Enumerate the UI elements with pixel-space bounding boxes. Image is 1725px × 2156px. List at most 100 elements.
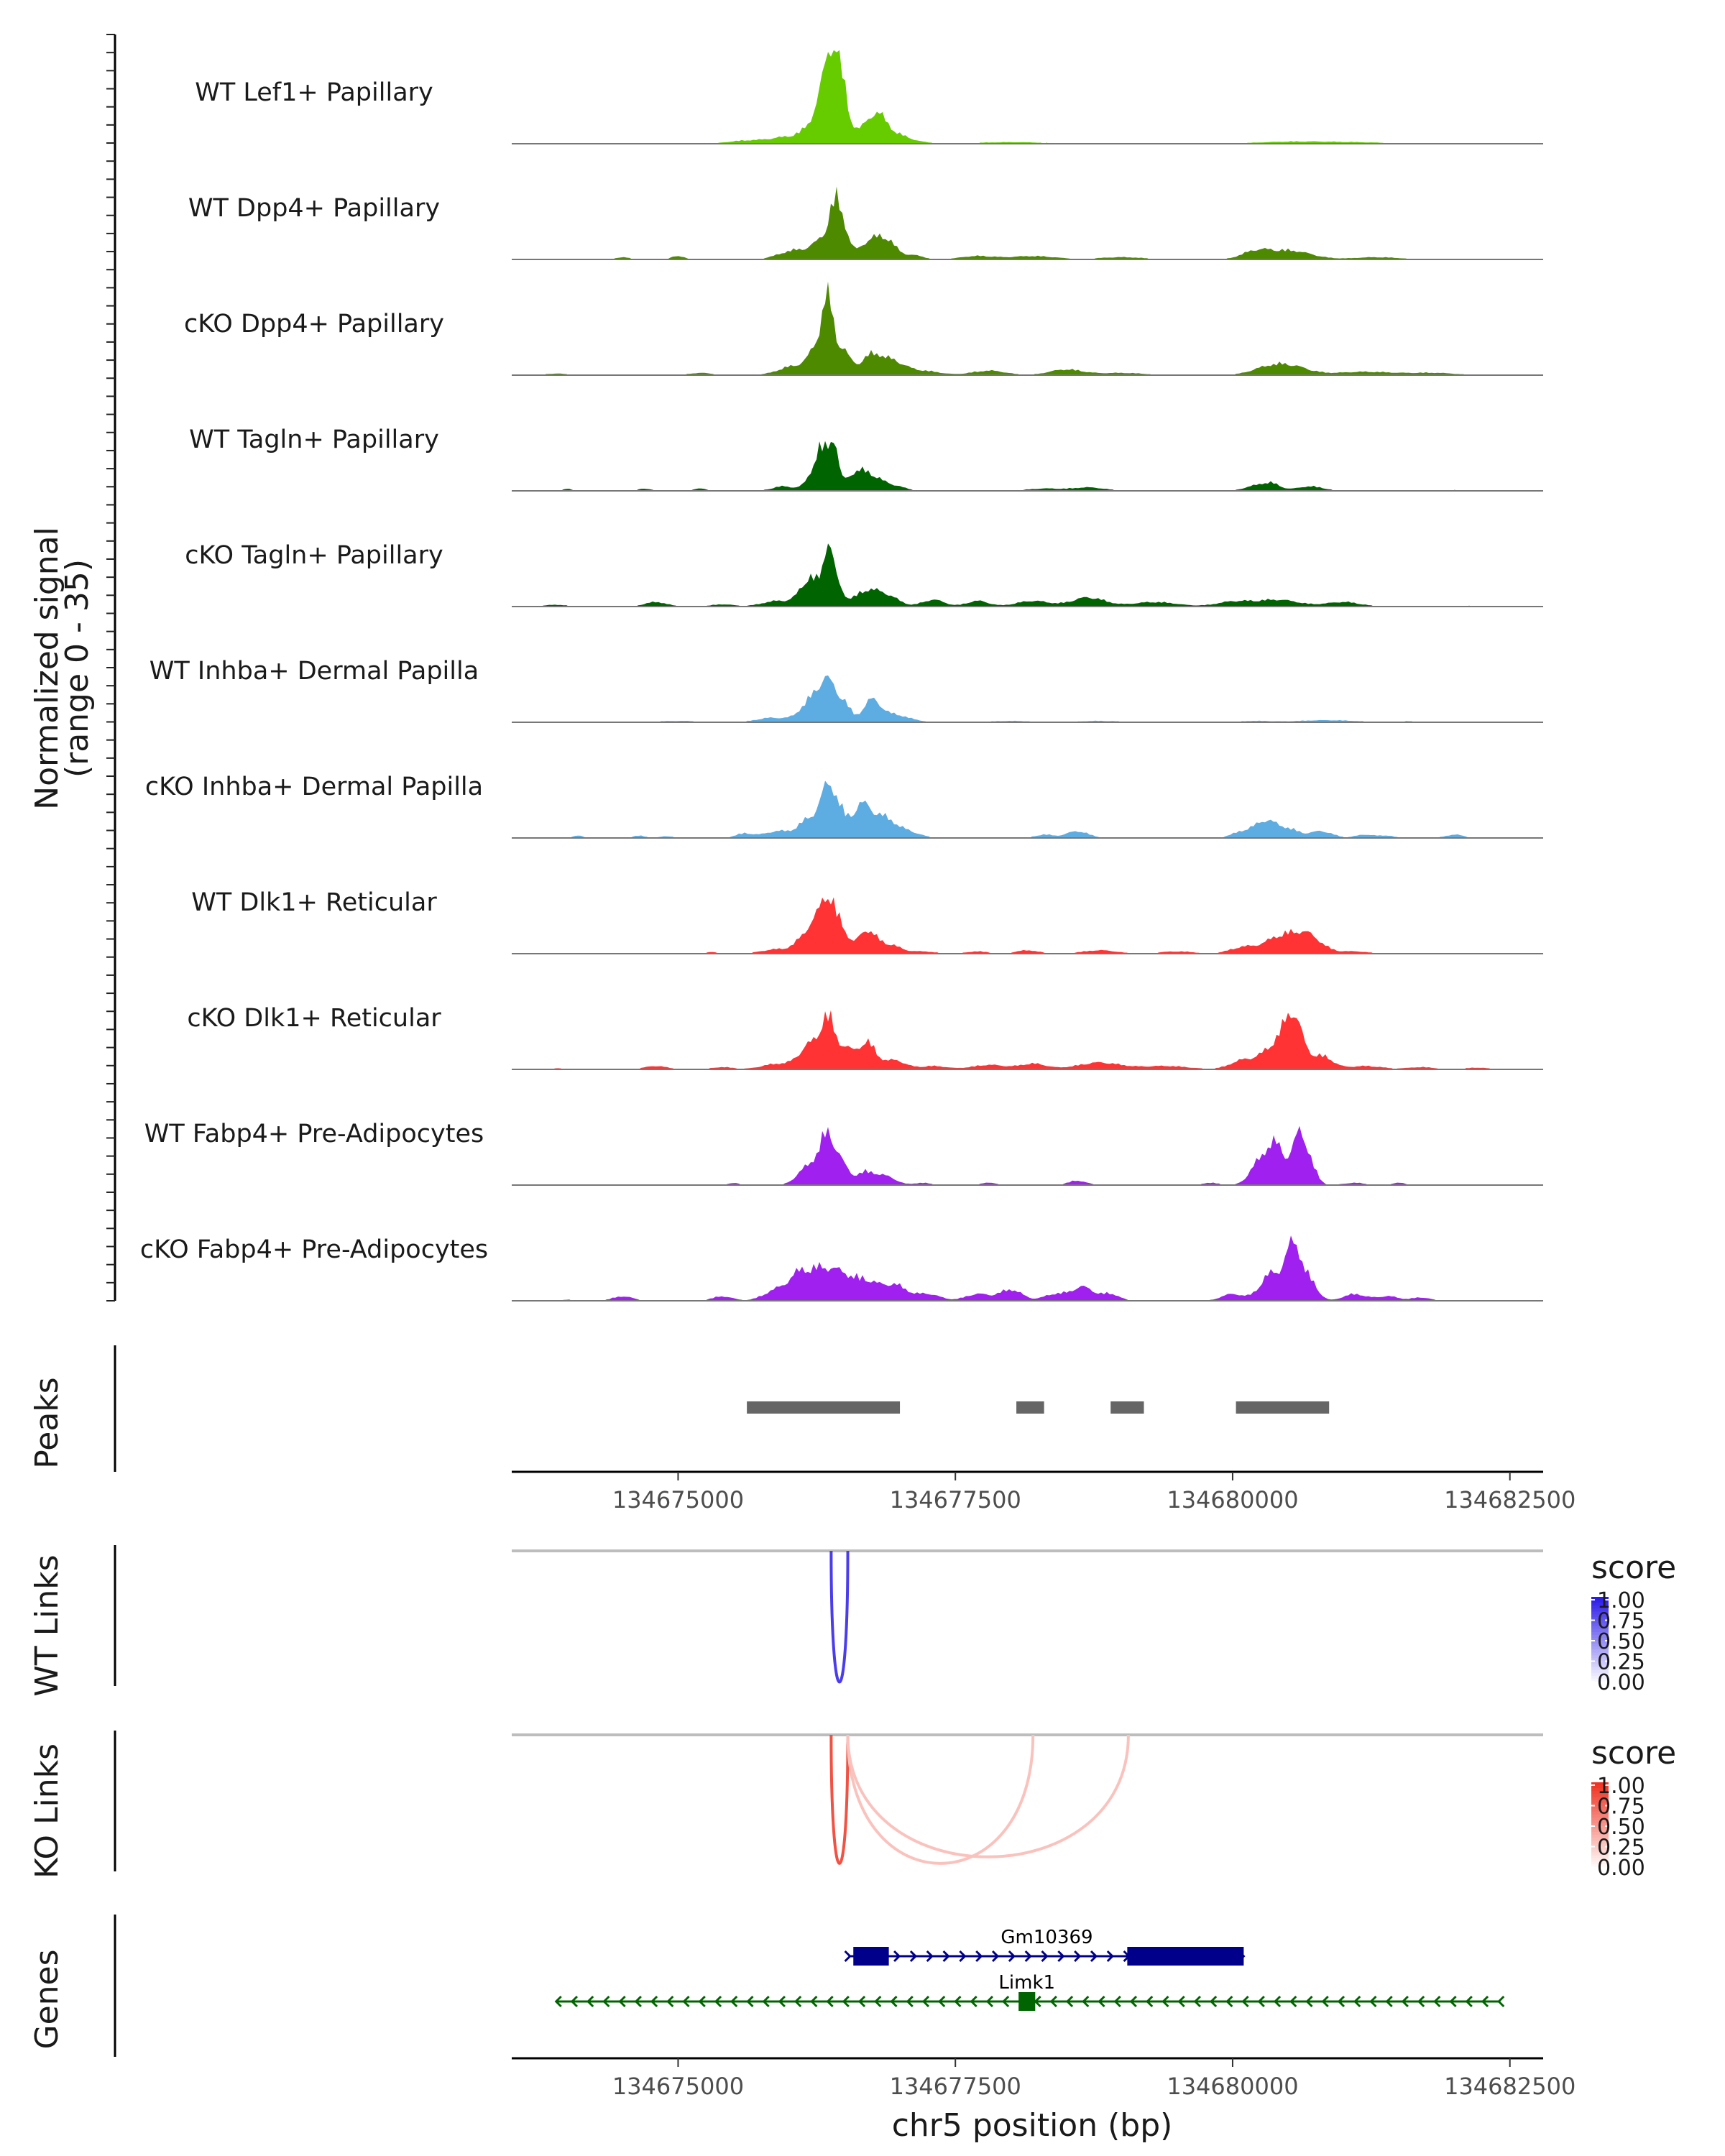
strand-arrow — [991, 1950, 1000, 1963]
strand-arrow — [650, 1995, 658, 2008]
legend-tick-label: 0.50 — [1597, 1629, 1645, 1654]
strand-arrow — [1369, 1995, 1377, 2008]
strand-arrow — [1433, 1995, 1441, 2008]
gene-model: Gm10369 — [844, 1927, 1246, 1966]
gene-exon — [1018, 1992, 1036, 2011]
legend-tick-label: 1.00 — [1597, 1588, 1645, 1613]
position-tick-label: 134682500 — [1444, 2073, 1576, 2100]
strand-arrow — [1008, 1950, 1016, 1963]
coverage-area — [512, 186, 1495, 259]
coverage-area — [512, 1235, 1495, 1301]
strand-arrow — [921, 1995, 930, 2008]
coverage-track: WT Inhba+ Dermal Papilla — [150, 657, 1543, 723]
strand-arrow — [794, 1995, 802, 2008]
track-label: WT Inhba+ Dermal Papilla — [150, 657, 479, 686]
track-label: cKO Fabp4+ Pre-Adipocytes — [140, 1235, 488, 1264]
legend-color-step — [1591, 1649, 1609, 1653]
position-tick-label: 134677500 — [890, 2073, 1021, 2100]
peaks-track: Peaks — [29, 1345, 1330, 1472]
strand-arrow — [1321, 1995, 1329, 2008]
strand-arrow — [906, 1995, 914, 2008]
strand-arrow — [1082, 1995, 1090, 2008]
legend-color-step — [1591, 1805, 1609, 1810]
legend-tick-label: 0.75 — [1597, 1609, 1645, 1634]
legend-color-step — [1591, 1614, 1609, 1618]
legend-color-step — [1591, 1644, 1609, 1647]
coverage-track: WT Lef1+ Papillary — [195, 50, 1543, 144]
strand-arrow — [893, 1950, 901, 1963]
strand-arrow — [618, 1995, 626, 2008]
legend-color-step — [1591, 1791, 1609, 1795]
legend-color-step — [1591, 1617, 1609, 1621]
legend-color-step — [1591, 1855, 1609, 1859]
coverage-area — [512, 675, 1495, 722]
position-axis-top: 134675000 134677500 134680000 134682500 — [512, 1470, 1576, 1514]
legend-color-step — [1591, 1852, 1609, 1856]
legend-tick-label: 0.25 — [1597, 1835, 1645, 1861]
ko-links-track: KO Links — [29, 1731, 1543, 1879]
coverage-track: cKO Tagln+ Papillary — [185, 541, 1543, 607]
strand-arrow — [1353, 1995, 1361, 2008]
strand-arrow — [959, 1950, 967, 1963]
strand-arrow — [586, 1995, 594, 2008]
strand-arrow — [975, 1950, 983, 1963]
legend-color-step — [1591, 1681, 1609, 1685]
strand-arrow — [954, 1995, 962, 2008]
coverage-tracks: WT Lef1+ Papillary WT Dpp4+ Papillary cKO … — [140, 50, 1543, 1302]
genes-track: Genes Gm10369 Limk1 — [29, 1915, 1505, 2057]
strand-arrow — [1113, 1995, 1121, 2008]
coverage-track: cKO Dpp4+ Papillary — [184, 281, 1543, 376]
position-axis-bottom: chr5 position (bp) 134675000 134677500 134… — [512, 2057, 1576, 2144]
wt-legend-title: score — [1591, 1549, 1676, 1586]
peak-region — [1236, 1401, 1330, 1414]
link-arc — [846, 1734, 1130, 1858]
legend-color-step — [1591, 1858, 1609, 1862]
strand-arrow — [698, 1995, 706, 2008]
strand-arrow — [778, 1995, 786, 2008]
legend-color-step — [1591, 1623, 1609, 1627]
strand-arrow — [1305, 1995, 1313, 2008]
coverage-track: WT Tagln+ Papillary — [189, 425, 1543, 492]
legend-tick-label: 0.75 — [1597, 1795, 1645, 1820]
gene-exon — [853, 1947, 889, 1966]
strand-arrow — [1289, 1995, 1297, 2008]
strand-arrow — [730, 1995, 738, 2008]
legend-tick-label: 0.00 — [1597, 1670, 1645, 1695]
strand-arrow — [1465, 1995, 1473, 2008]
strand-arrow — [746, 1995, 754, 2008]
strand-arrow — [1417, 1995, 1425, 2008]
coverage-track: WT Dlk1+ Reticular — [191, 888, 1543, 954]
strand-arrow — [1057, 1950, 1065, 1963]
legend-color-step — [1591, 1661, 1609, 1665]
legend-color-step — [1591, 1658, 1609, 1662]
strand-arrow — [1481, 1995, 1489, 2008]
track-label: cKO Tagln+ Papillary — [185, 541, 443, 570]
strand-arrow — [570, 1995, 579, 2008]
legend-color-step — [1591, 1835, 1609, 1838]
strand-arrow — [1129, 1995, 1138, 2008]
strand-arrow — [1041, 1950, 1049, 1963]
track-label: WT Dpp4+ Papillary — [188, 194, 440, 223]
legend-color-step — [1591, 1626, 1609, 1630]
legend-color-step — [1591, 1675, 1609, 1680]
legend-color-step — [1591, 1864, 1609, 1868]
legend-color-step — [1591, 1611, 1609, 1615]
strand-arrow — [1449, 1995, 1457, 2008]
strand-arrow — [602, 1995, 610, 2008]
strand-arrow — [1193, 1995, 1201, 2008]
legend-color-step — [1591, 1785, 1609, 1789]
strand-arrow — [985, 1995, 993, 2008]
coverage-area — [512, 897, 1495, 954]
coverage-area — [512, 780, 1495, 838]
legend-color-step — [1591, 1608, 1609, 1612]
strand-arrow — [1074, 1950, 1082, 1963]
position-tick-label: 134675000 — [612, 2073, 744, 2100]
gene-name-label: Gm10369 — [1000, 1927, 1092, 1948]
track-label: cKO Dpp4+ Papillary — [184, 310, 444, 338]
legend-color-step — [1591, 1678, 1609, 1682]
legend-color-step — [1591, 1782, 1609, 1786]
strand-arrow — [1385, 1995, 1393, 2008]
legend-color-step — [1591, 1667, 1609, 1671]
strand-arrow — [909, 1950, 918, 1963]
